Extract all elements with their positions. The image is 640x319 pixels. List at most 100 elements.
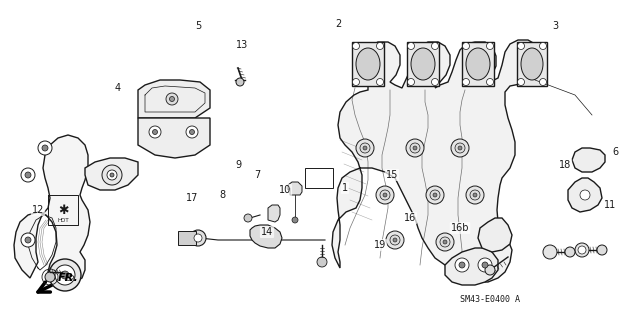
Circle shape xyxy=(540,78,547,85)
Circle shape xyxy=(406,139,424,157)
Polygon shape xyxy=(138,80,210,118)
Circle shape xyxy=(578,246,586,254)
Text: 10: 10 xyxy=(279,185,291,195)
Circle shape xyxy=(25,172,31,178)
Text: 16b: 16b xyxy=(451,223,469,233)
Polygon shape xyxy=(287,182,302,195)
Circle shape xyxy=(186,126,198,138)
Bar xyxy=(462,42,494,86)
Circle shape xyxy=(470,190,480,200)
Circle shape xyxy=(356,139,374,157)
Text: 3: 3 xyxy=(552,21,558,31)
Circle shape xyxy=(61,271,69,279)
Text: 1: 1 xyxy=(342,183,348,193)
Circle shape xyxy=(518,78,525,85)
Circle shape xyxy=(443,240,447,244)
Circle shape xyxy=(360,143,370,153)
Circle shape xyxy=(426,186,444,204)
Bar xyxy=(517,42,547,86)
Circle shape xyxy=(107,170,117,180)
Text: 4: 4 xyxy=(115,83,121,93)
Text: 5: 5 xyxy=(195,21,201,31)
Circle shape xyxy=(430,190,440,200)
Text: 19: 19 xyxy=(374,240,386,250)
Polygon shape xyxy=(85,158,138,190)
Circle shape xyxy=(518,42,525,49)
Circle shape xyxy=(597,245,607,255)
Ellipse shape xyxy=(521,48,543,80)
Circle shape xyxy=(170,97,175,101)
Circle shape xyxy=(436,233,454,251)
Circle shape xyxy=(49,259,81,291)
Circle shape xyxy=(410,143,420,153)
Ellipse shape xyxy=(466,48,490,80)
Circle shape xyxy=(236,78,244,86)
Text: 9: 9 xyxy=(235,160,241,170)
Circle shape xyxy=(473,193,477,197)
Bar xyxy=(305,168,333,188)
Circle shape xyxy=(565,247,575,257)
Circle shape xyxy=(317,257,327,267)
Circle shape xyxy=(482,262,488,268)
Circle shape xyxy=(486,42,493,49)
Text: HOT: HOT xyxy=(57,218,69,222)
Circle shape xyxy=(166,93,178,105)
Circle shape xyxy=(455,258,469,272)
Circle shape xyxy=(152,130,157,135)
Circle shape xyxy=(110,173,114,177)
Circle shape xyxy=(55,265,75,285)
Circle shape xyxy=(458,146,462,150)
Text: SM43-E0400 A: SM43-E0400 A xyxy=(460,295,520,305)
Circle shape xyxy=(149,126,161,138)
Ellipse shape xyxy=(411,48,435,80)
Text: 14: 14 xyxy=(261,227,273,237)
Polygon shape xyxy=(138,118,210,158)
Circle shape xyxy=(485,265,495,275)
Circle shape xyxy=(451,139,469,157)
Text: FR.: FR. xyxy=(58,273,79,283)
Circle shape xyxy=(478,258,492,272)
Circle shape xyxy=(408,42,415,49)
Text: 13: 13 xyxy=(236,40,248,50)
Text: 2: 2 xyxy=(335,19,341,29)
Circle shape xyxy=(38,141,52,155)
Circle shape xyxy=(25,237,31,243)
Circle shape xyxy=(408,78,415,85)
Text: 17: 17 xyxy=(186,193,198,203)
Circle shape xyxy=(353,42,360,49)
Circle shape xyxy=(459,262,465,268)
Circle shape xyxy=(386,231,404,249)
Circle shape xyxy=(463,78,470,85)
Circle shape xyxy=(433,193,437,197)
Circle shape xyxy=(42,145,48,151)
Bar xyxy=(407,42,439,86)
Circle shape xyxy=(413,146,417,150)
Circle shape xyxy=(102,165,122,185)
Text: 18: 18 xyxy=(559,160,571,170)
Circle shape xyxy=(463,42,470,49)
Circle shape xyxy=(390,235,400,245)
Circle shape xyxy=(431,42,438,49)
Circle shape xyxy=(21,233,35,247)
Circle shape xyxy=(431,78,438,85)
Circle shape xyxy=(353,78,360,85)
Circle shape xyxy=(383,193,387,197)
Circle shape xyxy=(540,42,547,49)
Polygon shape xyxy=(445,248,498,285)
Text: 6: 6 xyxy=(612,147,618,157)
Text: 16: 16 xyxy=(404,213,416,223)
Circle shape xyxy=(292,217,298,223)
Circle shape xyxy=(575,243,589,257)
Text: 12: 12 xyxy=(32,205,44,215)
Circle shape xyxy=(194,234,202,242)
Circle shape xyxy=(580,190,590,200)
Circle shape xyxy=(380,190,390,200)
Circle shape xyxy=(466,186,484,204)
Text: 15: 15 xyxy=(386,170,398,180)
Circle shape xyxy=(486,78,493,85)
Circle shape xyxy=(440,237,450,247)
Polygon shape xyxy=(268,205,280,222)
Ellipse shape xyxy=(66,276,74,280)
Bar xyxy=(352,42,384,86)
Circle shape xyxy=(455,143,465,153)
